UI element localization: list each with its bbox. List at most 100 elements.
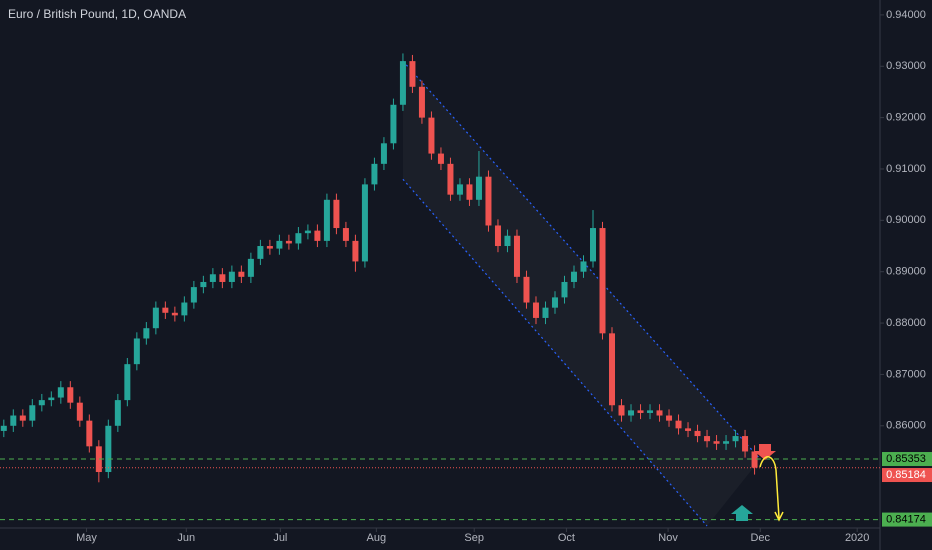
- y-tick-label: 0.89000: [886, 266, 926, 278]
- candle-body: [513, 235, 520, 277]
- x-tick-label: Sep: [464, 532, 484, 544]
- candle-body: [371, 163, 378, 185]
- candle-body: [314, 230, 321, 241]
- candle-body: [323, 199, 330, 241]
- candle-body: [732, 436, 739, 442]
- candle-body: [685, 428, 692, 431]
- projection-arrowhead: [774, 511, 784, 522]
- candle-body: [342, 228, 349, 241]
- candle-body: [742, 436, 749, 452]
- x-tick-label: Jul: [273, 532, 287, 544]
- candle-body: [542, 307, 549, 318]
- channel-line: [402, 178, 708, 527]
- candle-body: [437, 153, 444, 164]
- candle-body: [428, 117, 435, 154]
- x-tick-label: Jun: [177, 532, 195, 544]
- projection-curve: [759, 456, 780, 519]
- x-tick-label: Dec: [750, 532, 770, 544]
- candle-body: [666, 415, 673, 421]
- candle-body: [257, 246, 264, 259]
- candle-body: [590, 228, 597, 262]
- candle-body: [751, 451, 758, 468]
- candle-body: [228, 271, 235, 282]
- candle-body: [238, 271, 245, 277]
- candle-body: [532, 302, 539, 318]
- candle-body: [704, 436, 711, 442]
- candle-body: [609, 333, 616, 406]
- candle-body: [694, 430, 701, 437]
- x-tick-label: Oct: [558, 532, 575, 544]
- y-tick-label: 0.87000: [886, 368, 926, 380]
- candle-body: [143, 328, 150, 339]
- candle-body: [219, 274, 226, 282]
- price-label-box: [882, 452, 932, 467]
- candle-body: [105, 425, 112, 473]
- y-tick-label: 0.88000: [886, 317, 926, 329]
- x-tick-label: Aug: [367, 532, 387, 544]
- x-tick-label: Nov: [658, 532, 678, 544]
- candle-body: [48, 397, 55, 401]
- candle-body: [390, 104, 397, 144]
- candle-body: [447, 163, 454, 195]
- candle-body: [29, 405, 36, 421]
- candle-body: [133, 338, 140, 365]
- candle-body: [276, 240, 283, 249]
- candle-body: [57, 387, 64, 398]
- price-label: 0.85353: [886, 453, 926, 465]
- candle-body: [247, 258, 254, 277]
- price-label: 0.85184: [886, 469, 926, 481]
- y-tick-label: 0.92000: [886, 112, 926, 124]
- candle-body: [171, 312, 178, 316]
- price-label-box: [882, 468, 932, 483]
- candle-body: [200, 281, 207, 288]
- plot: [0, 14, 884, 532]
- candle-body: [190, 287, 197, 303]
- candle-body: [485, 176, 492, 226]
- candle-body: [675, 420, 682, 429]
- chart-title: Euro / British Pound, 1D, OANDA: [8, 7, 186, 21]
- candle-body: [475, 176, 482, 200]
- candle-body: [361, 184, 368, 262]
- candle-body: [599, 228, 606, 334]
- candle-body: [504, 235, 511, 247]
- candle-body: [295, 233, 302, 244]
- candle-body: [209, 274, 216, 282]
- candle-body: [0, 425, 7, 431]
- candle-body: [152, 307, 159, 329]
- candle-body: [723, 441, 730, 444]
- candle-body: [304, 230, 311, 234]
- candle-body: [352, 240, 359, 262]
- candle-body: [637, 410, 644, 413]
- candle-body: [285, 240, 292, 244]
- candle-body: [162, 307, 169, 313]
- candle-body: [580, 261, 587, 272]
- y-tick-label: 0.94000: [886, 9, 926, 21]
- candle-body: [95, 446, 102, 473]
- up-arrow: [731, 505, 753, 521]
- y-tick-label: 0.90000: [886, 214, 926, 226]
- candle-body: [67, 387, 74, 403]
- candle-body: [409, 61, 416, 87]
- candle-body: [19, 415, 26, 421]
- candle-body: [713, 441, 720, 444]
- channel-line: [402, 60, 761, 460]
- candle-body: [628, 410, 635, 416]
- candle-body: [466, 184, 473, 200]
- candle-body: [656, 410, 663, 416]
- candle-body: [418, 86, 425, 118]
- candle-body: [456, 184, 463, 195]
- candle-body: [114, 400, 121, 426]
- y-tick-label: 0.93000: [886, 60, 926, 72]
- candle-body: [523, 276, 530, 303]
- candle-body: [551, 297, 558, 308]
- price-label: 0.84174: [886, 513, 926, 525]
- y-tick-label: 0.86000: [886, 420, 926, 432]
- candle-body: [380, 143, 387, 164]
- candle-body: [181, 302, 188, 316]
- candle-body: [647, 410, 654, 413]
- candle-body: [494, 225, 501, 247]
- candle-body: [76, 402, 83, 421]
- candle-body: [38, 400, 45, 406]
